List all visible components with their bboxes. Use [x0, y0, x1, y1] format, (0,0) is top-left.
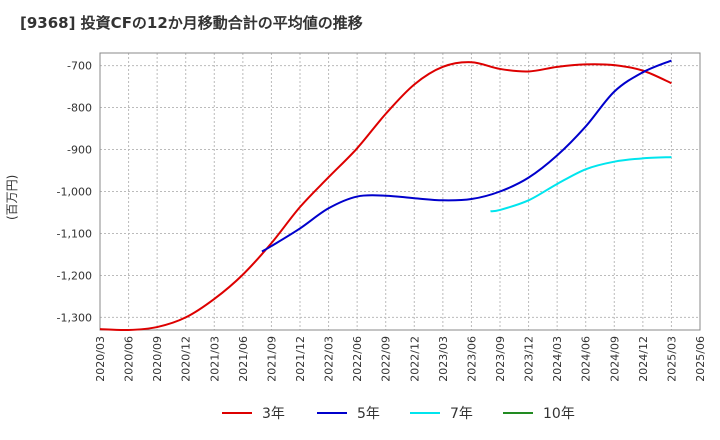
y-tick-label: -700 [67, 60, 92, 73]
x-tick-label: 2021/12 [294, 336, 307, 382]
x-tick-labels: 2020/03 2020/06 2020/09 2020/12 2021/03 2021/… [94, 336, 707, 382]
legend-label: 5年 [357, 406, 380, 422]
y-tick-label: -800 [67, 102, 92, 115]
x-tick-label: 2021/03 [208, 336, 221, 382]
x-tick-label: 2022/12 [408, 336, 421, 382]
x-tick-label: 2023/09 [494, 336, 507, 382]
legend-swatch [222, 412, 252, 414]
x-tick-label: 2023/06 [465, 336, 478, 382]
x-tick-label: 2021/09 [265, 336, 278, 382]
x-tick-label: 2023/12 [523, 336, 536, 382]
legend-item: 3年 [222, 403, 285, 423]
x-tick-label: 2024/06 [580, 336, 593, 382]
legend-item: 10年 [503, 403, 575, 423]
legend-swatch [503, 412, 533, 414]
x-tick-label: 2024/12 [637, 336, 650, 382]
legend: 3年 5年 7年 10年 [0, 403, 720, 427]
y-tick-label: -1,300 [57, 311, 92, 324]
x-tick-label: 2024/03 [551, 336, 564, 382]
plot-frame [99, 52, 701, 331]
x-tick-label: 2023/03 [437, 336, 450, 382]
y-tick-labels: -700 -800 -900 -1,000 -1,100 -1,200 -1,300 [57, 60, 92, 325]
legend-item: 5年 [317, 403, 380, 423]
series-line-7年 [490, 156, 672, 213]
series-layer [99, 59, 672, 332]
y-tick-label: -1,200 [57, 269, 92, 282]
x-tick-label: 2025/03 [665, 336, 678, 382]
x-tick-label: 2020/12 [180, 336, 193, 382]
grid-layer [99, 53, 701, 330]
x-tick-label: 2022/06 [351, 336, 364, 382]
x-tick-label: 2022/03 [323, 336, 336, 382]
x-tick-label: 2025/06 [694, 336, 707, 382]
axis-layer [99, 52, 701, 331]
series-line-5年 [261, 59, 672, 253]
chart-title: [9368] 投資CFの12か月移動合計の平均値の推移 [20, 14, 363, 32]
x-tick-label: 2020/09 [151, 336, 164, 382]
legend-label: 7年 [450, 406, 473, 422]
y-tick-label: -1,000 [57, 186, 92, 199]
y-tick-label: -900 [67, 144, 92, 157]
legend-swatch [410, 412, 440, 414]
x-tick-label: 2020/03 [94, 336, 107, 382]
y-tick-label: -1,100 [57, 227, 92, 240]
x-tick-label: 2020/06 [123, 336, 136, 382]
x-tick-label: 2022/09 [380, 336, 393, 382]
legend-item: 7年 [410, 403, 473, 423]
legend-label: 3年 [262, 406, 285, 422]
x-tick-label: 2021/06 [237, 336, 250, 382]
x-tick-label: 2024/09 [608, 336, 621, 382]
legend-swatch [317, 412, 347, 414]
legend-label: 10年 [543, 406, 575, 422]
series-line-3年 [99, 61, 672, 332]
